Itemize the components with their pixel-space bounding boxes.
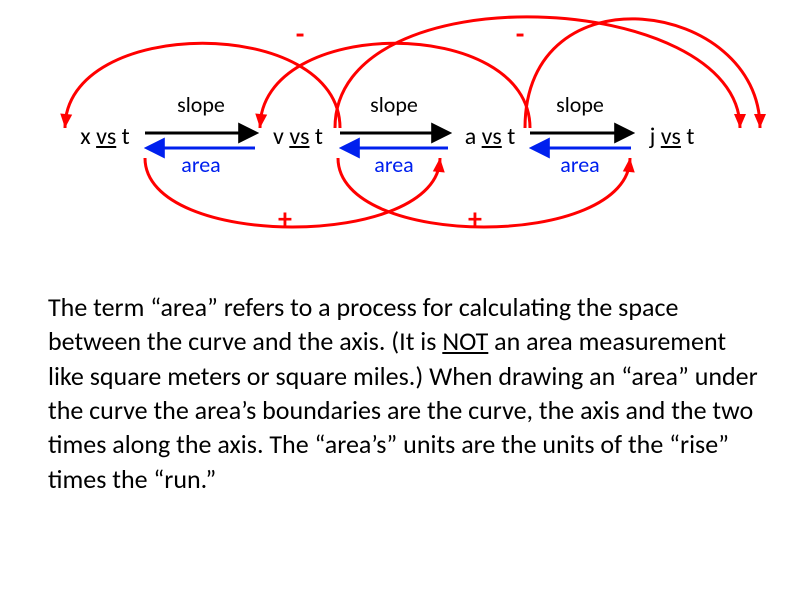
node-v-vs-t: v vs t <box>273 122 323 151</box>
var-v: v <box>273 122 284 151</box>
vs-j: vs <box>661 122 681 151</box>
t-x: t <box>122 122 130 151</box>
var-x: x <box>80 122 90 151</box>
label-area-3: area <box>560 151 599 178</box>
t-a: t <box>507 122 515 151</box>
explanation-paragraph: The term “area” refers to a process for … <box>48 290 760 496</box>
var-a: a <box>465 122 477 151</box>
label-slope-1: slope <box>177 91 225 118</box>
vs-x: vs <box>96 122 116 151</box>
node-a-vs-t: a vs t <box>465 122 516 151</box>
node-x-vs-t: x vs t <box>80 122 129 151</box>
kinematics-diagram: x vs t v vs t a vs t j vs t slope slope … <box>0 0 800 260</box>
var-j: j <box>650 122 656 151</box>
label-slope-2: slope <box>370 91 418 118</box>
label-slope-3: slope <box>556 91 604 118</box>
sign-minus-2: - <box>516 16 525 51</box>
node-j-vs-t: j vs t <box>650 122 695 151</box>
para-not: NOT <box>442 325 488 357</box>
label-area-1: area <box>181 151 220 178</box>
label-area-2: area <box>374 151 413 178</box>
vs-v: vs <box>289 122 309 151</box>
sign-plus-1: + <box>278 201 292 236</box>
sign-plus-2: + <box>468 201 482 236</box>
t-j: t <box>686 122 694 151</box>
vs-a: vs <box>482 122 502 151</box>
t-v: t <box>315 122 323 151</box>
sign-minus-1: - <box>296 16 305 51</box>
